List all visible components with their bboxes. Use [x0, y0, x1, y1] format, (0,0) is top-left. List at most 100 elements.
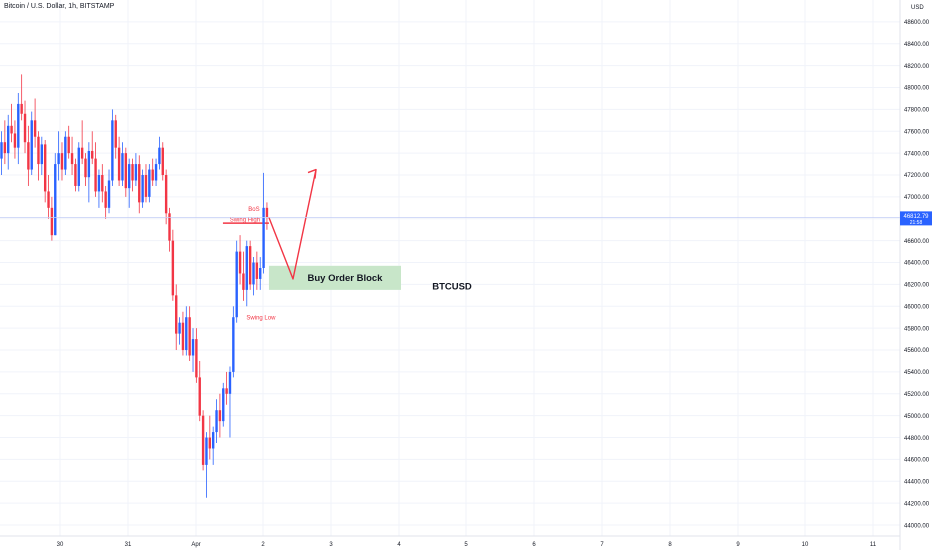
- last-price-badge: [900, 211, 932, 226]
- candle-body: [114, 120, 117, 148]
- candle-body: [211, 432, 215, 449]
- candle-body: [33, 120, 37, 137]
- candle-body: [70, 153, 74, 165]
- candle-body: [245, 246, 248, 290]
- price-tick-label: 47800.00: [904, 108, 930, 114]
- candle-body: [228, 371, 232, 394]
- candle-body: [148, 169, 151, 197]
- price-tick-label: 45400.00: [904, 370, 930, 376]
- last-price-countdown: 21:58: [910, 220, 923, 226]
- candle-body: [178, 322, 181, 334]
- price-tick-label: 47200.00: [904, 173, 930, 179]
- candle-body: [161, 147, 164, 176]
- candle-body: [238, 251, 242, 274]
- candle-body: [94, 158, 97, 192]
- order-block-zone: [268, 265, 401, 290]
- price-tick-label: 44400.00: [904, 480, 930, 486]
- last-price-value: 46812.79: [903, 214, 929, 220]
- candle-body: [64, 136, 67, 170]
- price-tick-label: 45200.00: [904, 392, 930, 398]
- candle-body: [84, 158, 87, 178]
- axes: [0, 0, 901, 550]
- candle-body: [225, 388, 228, 394]
- ticker-label: BTCUSD: [432, 281, 472, 292]
- time-tick-label: 9: [736, 542, 740, 548]
- price-tick-label: 48400.00: [904, 42, 930, 48]
- currency-label: USD: [911, 5, 924, 11]
- candle-body: [47, 191, 50, 208]
- time-tick-label: 3: [329, 542, 333, 548]
- swing-low-label: Swing Low: [246, 315, 276, 321]
- candle-body: [248, 246, 252, 285]
- candle-body: [185, 317, 188, 351]
- price-tick-label: 45800.00: [904, 326, 930, 332]
- time-tick-label: 11: [870, 542, 877, 548]
- price-tick-label: 47000.00: [904, 195, 930, 201]
- candle-body: [191, 339, 195, 356]
- candle-body: [222, 388, 225, 422]
- candle-body: [242, 273, 245, 290]
- candle-body: [0, 142, 3, 159]
- candle-body: [154, 164, 158, 181]
- time-tick-label: 10: [802, 542, 809, 548]
- time-tick-label: 2: [261, 542, 265, 548]
- price-tick-label: 48600.00: [904, 20, 930, 26]
- candle-body: [101, 175, 104, 192]
- price-tick-label: 46200.00: [904, 283, 930, 289]
- candle-body: [60, 153, 64, 170]
- candle-body: [168, 213, 171, 241]
- price-tick-label: 46600.00: [904, 239, 930, 245]
- candles: [0, 74, 269, 498]
- candle-body: [54, 164, 57, 236]
- symbol-title[interactable]: Bitcoin / U.S. Dollar, 1h, BITSTAMP: [4, 3, 115, 10]
- candle-body: [121, 153, 124, 181]
- candle-body: [235, 251, 238, 318]
- price-tick-label: 47400.00: [904, 151, 930, 157]
- candle-body: [201, 415, 205, 465]
- time-tick-label: 4: [397, 542, 401, 548]
- candle-body: [87, 150, 91, 178]
- candle-body: [30, 120, 33, 170]
- candle-body: [255, 262, 259, 279]
- candle-body: [205, 437, 208, 465]
- candle-body: [80, 147, 84, 159]
- candle-body: [208, 437, 212, 449]
- price-tick-label: 44800.00: [904, 436, 930, 442]
- candle-body: [218, 410, 222, 422]
- price-tick-label: 48000.00: [904, 86, 930, 92]
- drawings-over: BoS Swing High Swing Low BTCUSD: [230, 168, 472, 321]
- bos-label: BoS: [248, 207, 259, 213]
- candle-body: [188, 317, 191, 356]
- candle-body: [232, 317, 235, 372]
- swing-high-label: Swing High: [230, 218, 260, 224]
- candle-body: [77, 147, 80, 186]
- candle-body: [175, 295, 178, 334]
- candle-body: [131, 164, 134, 181]
- candle-body: [265, 207, 269, 218]
- time-tick-label: 31: [125, 542, 132, 548]
- price-tick-label: 45000.00: [904, 414, 930, 420]
- price-tick-label: 45600.00: [904, 348, 930, 354]
- price-tick-label: 44000.00: [904, 523, 930, 529]
- candle-body: [127, 164, 131, 189]
- candle-body: [181, 322, 185, 351]
- candle-body: [50, 207, 54, 236]
- candle-body: [198, 377, 201, 416]
- candle-body: [13, 133, 17, 148]
- candle-body: [259, 268, 262, 279]
- projection-arrowhead: [307, 168, 317, 179]
- candle-body: [171, 240, 175, 296]
- candle-body: [10, 125, 13, 134]
- time-axis-labels: 30 31 Apr 2 3 4 5 6 7 8 9 10 11: [57, 542, 877, 548]
- candle-body: [27, 142, 30, 170]
- price-tick-label: 46400.00: [904, 261, 930, 267]
- candle-body: [111, 120, 114, 181]
- time-tick-label: 5: [464, 542, 468, 548]
- price-tick-label: 48200.00: [904, 64, 930, 70]
- price-tick-label: 44600.00: [904, 458, 930, 464]
- time-tick-label: 8: [668, 542, 672, 548]
- candle-body: [262, 207, 265, 268]
